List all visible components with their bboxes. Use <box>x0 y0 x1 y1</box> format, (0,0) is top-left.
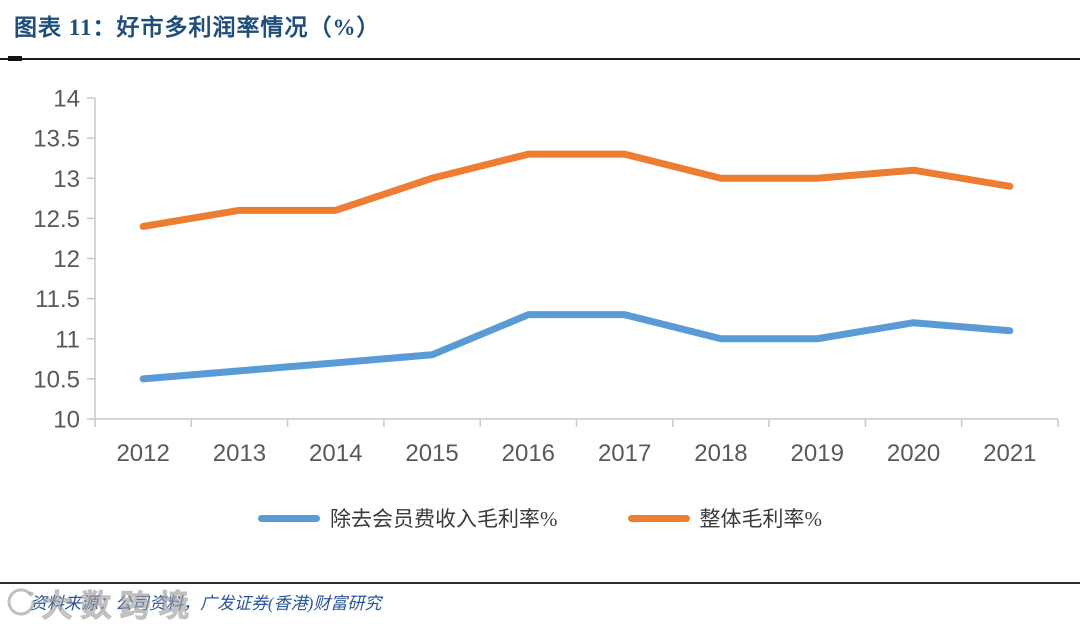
svg-text:2018: 2018 <box>694 440 747 467</box>
svg-text:13: 13 <box>53 166 80 193</box>
svg-text:2017: 2017 <box>598 440 651 467</box>
svg-text:2012: 2012 <box>116 440 169 467</box>
svg-text:2019: 2019 <box>791 440 844 467</box>
svg-text:14: 14 <box>53 86 80 113</box>
legend-item-ex-membership-margin: 除去会员费收入毛利率% <box>258 503 558 533</box>
svg-text:2014: 2014 <box>309 440 362 467</box>
margin-line-chart: 10 10.5 11 11.5 12 12.5 13 13.5 14 2012 2013 2014 20… <box>33 86 1059 467</box>
top-divider <box>0 58 1080 60</box>
svg-text:10: 10 <box>53 407 80 434</box>
svg-text:2020: 2020 <box>887 440 940 467</box>
svg-text:2013: 2013 <box>213 440 266 467</box>
svg-text:2021: 2021 <box>983 440 1036 467</box>
svg-text:2016: 2016 <box>502 440 555 467</box>
legend-label: 整体毛利率% <box>699 507 823 531</box>
bottom-divider <box>0 582 1080 584</box>
legend-label: 除去会员费收入毛利率% <box>330 507 558 531</box>
legend-line-swatch-orange <box>627 514 690 522</box>
svg-text:10.5: 10.5 <box>33 366 80 393</box>
chart-legend: 除去会员费收入毛利率% 整体毛利率% <box>0 503 1080 533</box>
svg-text:11.5: 11.5 <box>35 286 80 313</box>
svg-text:12.5: 12.5 <box>33 206 80 233</box>
legend-item-overall-margin: 整体毛利率% <box>627 503 823 533</box>
svg-text:11: 11 <box>55 326 80 353</box>
svg-text:2015: 2015 <box>405 440 458 467</box>
legend-line-swatch-blue <box>258 514 320 522</box>
svg-text:13.5: 13.5 <box>33 126 80 153</box>
figure-title: 图表 11：好市多利润率情况（%） <box>14 15 381 40</box>
source-note: 资料来源：公司资料，广发证券(香港)财富研究 <box>30 594 382 613</box>
top-divider-dash <box>8 56 22 61</box>
svg-text:12: 12 <box>53 246 80 273</box>
